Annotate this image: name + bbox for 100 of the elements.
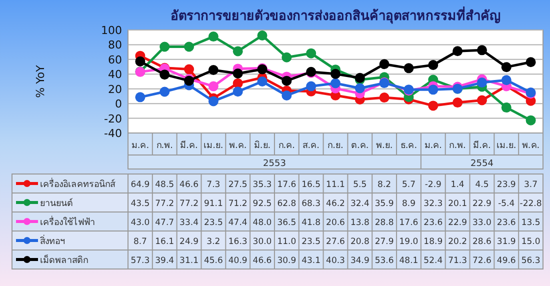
y-tick-label: -20 [104,112,122,126]
data-label: 18.9 [424,237,443,247]
data-label: 7.3 [206,180,220,190]
point [184,42,194,52]
data-label: 16.1 [155,237,174,247]
data-label: 43.0 [130,218,150,228]
data-label: 8.9 [402,199,416,209]
data-label: 43.1 [302,256,321,266]
point [526,57,536,68]
data-label: 28.8 [374,218,394,228]
point [184,64,194,74]
data-label: 20.1 [448,199,468,209]
data-label: 15.0 [521,237,540,247]
x-tick-label: พ.ย. [376,141,393,151]
data-label: 11.0 [277,237,296,247]
data-label: 77.2 [155,199,174,209]
data-label: 35.3 [252,180,272,190]
x-tick-label: พ.ค. [228,141,247,151]
x-tick-label: ก.ค. [278,141,296,151]
x-tick-label: ก.พ. [156,141,173,151]
data-label: 23.6 [496,218,516,228]
y-tick-label: -40 [104,127,122,140]
data-label: 22.9 [448,218,468,228]
point [428,100,438,111]
point [135,92,146,102]
data-label: 22.9 [472,199,492,209]
point [452,46,463,56]
point [501,62,512,72]
point [379,92,390,103]
point [257,30,268,41]
data-label: 47.4 [228,218,248,228]
point [135,56,146,66]
data-label: 43.5 [130,199,150,209]
point [257,76,268,86]
y-tick-label: 60 [108,53,122,66]
x-tick-label: ม.ค. [424,141,442,151]
text: 2554 [470,159,494,169]
x-tick-label: ม.ค. [131,141,150,151]
y-tick-label: 20 [108,82,122,96]
point [232,78,243,88]
data-label: 17.6 [399,218,418,228]
x-tick-label: ก.พ. [449,141,466,151]
data-label: 48.0 [252,218,272,228]
data-label: 5.7 [402,180,416,190]
data-label: 45.6 [204,256,223,266]
data-label: 33.4 [180,218,198,228]
point [232,86,243,97]
data-label: 8.7 [133,237,147,247]
data-label: 40.9 [228,256,248,266]
point [452,98,463,108]
legend-label: เม็ดพลาสติก [40,253,88,266]
data-label: 91.1 [204,199,223,209]
legend-label: สิ่งทอฯ [40,234,65,247]
point [306,81,316,92]
data-label: 5.5 [353,180,367,190]
chart-title: อัตราการขยายตัวของการส่งออกสินค้าอุตสาหกรรมที่สำคัญ [170,6,500,24]
data-label: 72.6 [472,256,492,266]
y-tick-label: 80 [108,38,122,52]
x-tick-label: ส.ค. [302,141,320,151]
x-tick-label: ก.ย. [328,141,344,151]
data-label: 30.0 [252,237,272,247]
data-label: 23.5 [302,237,321,247]
x-tick-label: ธ.ค. [400,141,418,151]
point [526,115,536,126]
data-label: 20.6 [326,218,345,228]
data-label: 48.1 [399,256,418,266]
point [232,46,243,56]
data-label: 16.3 [228,237,248,247]
point [232,68,243,78]
data-label: 4.5 [475,180,489,190]
point [160,86,170,97]
point [476,95,487,106]
data-label: 57.3 [130,256,150,266]
point [306,48,316,58]
y-tick-label: 100 [101,24,122,37]
point [160,70,170,80]
data-label: 46.6 [180,180,198,190]
x-tick-label: ต.ค. [351,141,369,151]
data-label: 1.4 [450,180,464,190]
data-label: -2.9 [424,180,442,190]
point [428,84,438,95]
data-label: 53.6 [374,256,394,266]
point [208,32,218,42]
y-axis-title: % YoY [34,64,47,98]
data-label: 11.1 [326,180,345,190]
data-label: 48.5 [155,180,174,190]
data-label: 39.4 [155,256,174,266]
data-label: 13.5 [521,218,540,228]
data-label: 28.6 [472,237,492,247]
point [330,78,340,88]
data-label: 19.0 [399,237,418,247]
point [282,76,292,86]
y-tick-label: 40 [108,68,122,82]
data-label: 77.2 [180,199,198,209]
data-label: 32.4 [350,199,370,209]
legend-label: ยานยนต์ [40,197,73,209]
data-label: 27.9 [374,237,394,247]
data-label: 16.5 [302,180,321,190]
legend-label: เครื่องใช้ไฟฟ้า [40,215,95,228]
point [282,90,292,100]
